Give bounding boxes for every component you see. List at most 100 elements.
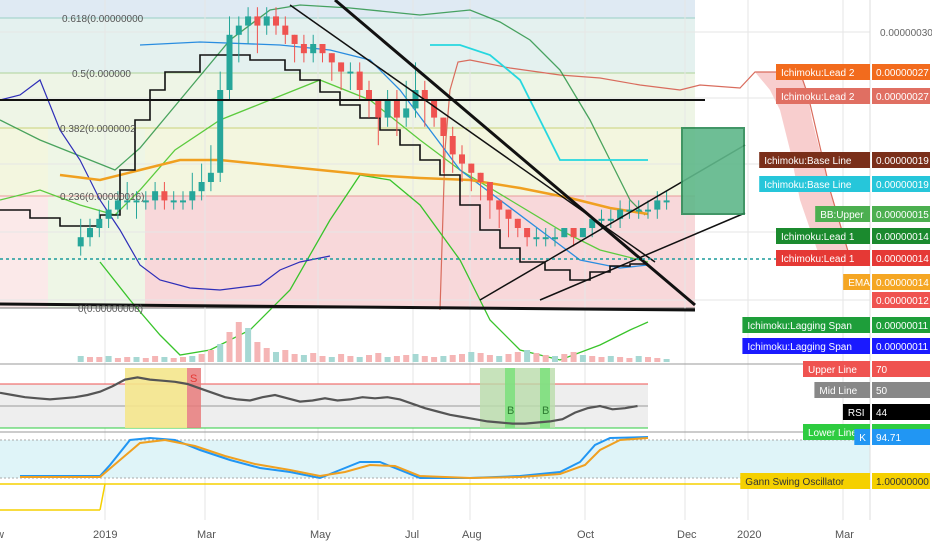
volume-bar (254, 342, 261, 362)
volume-bar (542, 355, 549, 362)
candle-body (300, 44, 307, 54)
volume-bar (273, 352, 279, 362)
candle (180, 191, 186, 210)
price-label-name-box (759, 176, 870, 192)
price-label: Ichimoku:Lead 2 0.00000027 (776, 64, 930, 80)
indicator-label-name-box (854, 429, 870, 445)
price-label-value-box (872, 88, 930, 104)
indicator-label-value-box (872, 361, 930, 377)
candle-body (486, 182, 493, 201)
candle-body (77, 237, 84, 247)
rsi-signal-buy-2: B (542, 405, 549, 417)
price-label: Ichimoku:Base Line 0.00000019 (759, 152, 930, 168)
price-label-value: 0.00000027 (876, 68, 929, 79)
candle-body (245, 16, 252, 26)
candle-body (356, 71, 363, 90)
volume-bars (77, 322, 670, 362)
price-label-name-box (742, 317, 870, 333)
price-label-value: 0.00000027 (876, 92, 929, 103)
candle-body (505, 209, 512, 219)
fib-zone-red-box (145, 196, 695, 308)
volume-bar (477, 353, 484, 362)
fib-label-05: 0.5(0.000000 (72, 69, 131, 80)
candle-body (263, 16, 270, 26)
candle (291, 34, 298, 63)
candle-body (170, 200, 177, 203)
indicator-label-value-box (872, 404, 930, 420)
volume-bar (533, 353, 540, 362)
price-label: BB:Upper 0.00000015 (815, 206, 930, 222)
candle-body (328, 53, 335, 63)
candle (347, 62, 354, 90)
candle-body (468, 163, 475, 173)
candle (542, 228, 549, 247)
volume-bar (589, 356, 596, 362)
price-label: EMA 0.00000014 (843, 274, 930, 290)
candle (282, 16, 289, 44)
indicator-label-name: RSI (848, 408, 865, 419)
fib-label-0382: 0.382(0.0000002 (60, 124, 136, 135)
candle (310, 34, 317, 63)
candle (635, 200, 642, 219)
volume-bar (263, 348, 270, 362)
price-label-name-box (776, 228, 870, 244)
time-axis-tick: Jul (405, 529, 419, 541)
fib-zone-green-box (48, 128, 145, 308)
candle-body (133, 200, 140, 203)
candle (189, 172, 196, 210)
volume-bar (356, 357, 363, 362)
indicator-label-name: Mid Line (819, 386, 857, 397)
candle-body (161, 191, 168, 201)
baseline-step (0, 54, 648, 281)
volume-bar (486, 355, 493, 362)
price-label-value-box (872, 176, 930, 192)
candle-body (384, 99, 391, 118)
volume-bar (617, 357, 624, 362)
volume-bar (161, 357, 168, 362)
candle-body (96, 218, 103, 228)
price-label-value-box (872, 317, 930, 333)
candle (486, 182, 493, 219)
price-label: Ichimoku:Lead 1 0.00000014 (776, 250, 930, 266)
volume-bar (403, 355, 410, 362)
volume-bar (180, 357, 186, 362)
volume-bar (561, 354, 568, 362)
fib-labels: 0.618(0.00000000 0.5(0.000000 0.382(0.00… (60, 14, 145, 315)
rsi-signal-buy-1: B (507, 405, 514, 417)
candle (375, 99, 382, 146)
volume-bar (552, 356, 558, 362)
indicator-label: Upper Line 70 (803, 361, 930, 377)
price-label-value: 0.00000014 (876, 278, 929, 289)
volume-bar (338, 354, 345, 362)
time-axis-tick: Mar (197, 529, 216, 541)
candle (263, 7, 270, 35)
indicator-label-value-box (872, 429, 930, 445)
price-label-name: Ichimoku:Lead 1 (781, 254, 855, 265)
volume-bar (393, 356, 400, 362)
volume-bar (431, 357, 438, 362)
price-label-name-box (742, 338, 870, 354)
price-label-name: Ichimoku:Base Line (764, 180, 852, 191)
volume-bar (124, 357, 131, 362)
price-label-name: Ichimoku:Lagging Span (747, 321, 852, 332)
candle-body (533, 237, 540, 240)
candle (552, 228, 558, 247)
candle-body (459, 154, 465, 164)
volume-bar (570, 352, 577, 362)
candle (152, 182, 159, 210)
volume-bar (421, 356, 428, 362)
volume-bar (468, 352, 475, 362)
indicator-label: Gann Swing Oscillator 1.00000000 (740, 473, 930, 489)
candle-body (310, 44, 317, 54)
candle-body (645, 209, 651, 212)
candle-body (375, 99, 382, 118)
candle (570, 228, 577, 247)
volume-bar (347, 356, 354, 362)
volume-bar (319, 356, 326, 362)
candle (235, 16, 242, 63)
volume-bar (449, 355, 456, 362)
volume-bar (133, 357, 140, 362)
price-label: Ichimoku:Lagging Span 0.00000011 (742, 317, 930, 333)
price-label: Ichimoku:Lead 1 0.00000014 (776, 228, 930, 244)
